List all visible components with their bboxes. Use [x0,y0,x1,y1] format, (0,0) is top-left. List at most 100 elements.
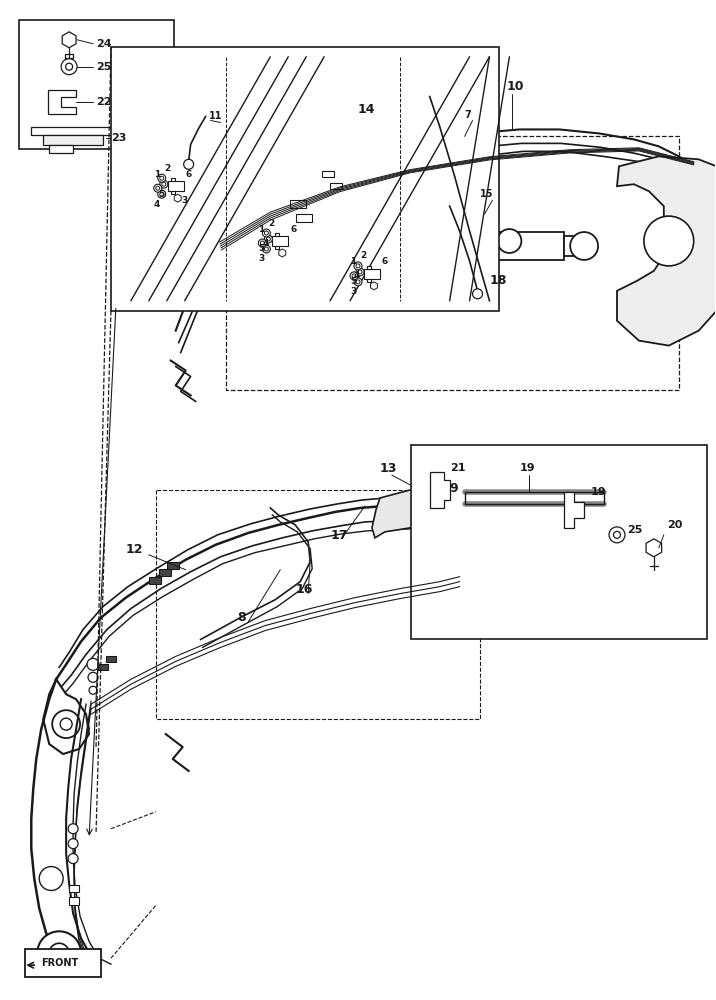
Circle shape [352,274,356,278]
Text: 22: 22 [96,97,112,107]
Bar [170,178,175,181]
Circle shape [68,824,78,834]
Circle shape [160,176,164,180]
Text: 6: 6 [185,170,192,179]
Circle shape [158,190,165,198]
Polygon shape [564,492,584,528]
Text: 25: 25 [627,525,642,535]
Bar [276,246,279,249]
Bar [490,232,564,260]
Circle shape [52,710,80,738]
Circle shape [68,854,78,864]
Text: 19: 19 [591,487,606,497]
Circle shape [154,184,162,192]
Bar [159,569,170,576]
Bar [367,279,371,282]
Bar [170,191,175,194]
Polygon shape [279,249,286,257]
Circle shape [160,192,164,196]
Circle shape [266,237,271,241]
Bar [106,656,116,662]
Bar [367,266,371,269]
Circle shape [473,289,483,299]
Circle shape [68,839,78,849]
Text: 4: 4 [154,200,160,209]
Text: 12: 12 [126,543,143,556]
Bar [19,20,174,149]
Bar [149,577,161,584]
Bar [285,216,307,224]
Text: 8: 8 [238,611,246,624]
Polygon shape [62,32,76,48]
Text: 18: 18 [490,274,507,287]
Circle shape [88,672,98,682]
Circle shape [356,264,360,268]
Text: FRONT: FRONT [42,958,79,968]
Text: 14: 14 [358,103,375,116]
Circle shape [354,262,362,270]
Text: 13: 13 [380,462,397,475]
Text: 24: 24 [96,39,112,49]
Circle shape [570,232,598,260]
Bar [167,562,179,569]
Circle shape [264,235,272,243]
Polygon shape [25,949,101,977]
Circle shape [419,494,450,526]
Text: 5: 5 [158,190,164,199]
Text: 6: 6 [382,257,388,266]
Circle shape [427,503,442,517]
Bar [364,269,380,279]
Text: 10: 10 [506,80,524,93]
Text: 20: 20 [667,520,682,530]
Text: 11: 11 [208,111,222,121]
Circle shape [156,186,160,190]
Circle shape [356,268,364,276]
Bar [272,236,289,246]
Circle shape [609,527,625,543]
Bar [276,233,279,236]
Circle shape [262,245,271,253]
Circle shape [498,229,521,253]
Circle shape [66,63,72,70]
Text: 9: 9 [450,482,458,495]
Circle shape [162,182,165,186]
Polygon shape [49,145,73,153]
Circle shape [89,686,97,694]
Text: 1: 1 [350,257,357,266]
Text: 4: 4 [262,239,268,248]
Circle shape [61,59,77,75]
Text: 21: 21 [450,463,465,473]
Text: 15: 15 [480,189,493,199]
Text: 3: 3 [350,287,357,296]
Circle shape [350,272,358,280]
Polygon shape [455,480,574,518]
Bar [32,127,116,135]
Circle shape [37,931,81,975]
Bar [69,885,79,892]
Circle shape [356,280,360,284]
Circle shape [160,180,168,188]
Circle shape [60,718,72,730]
Text: 4: 4 [354,271,360,280]
Polygon shape [48,90,76,114]
Circle shape [262,229,271,237]
Circle shape [39,867,63,890]
Text: 7: 7 [465,110,471,120]
Text: 19: 19 [519,463,535,473]
Polygon shape [174,194,181,202]
Polygon shape [43,679,89,754]
Polygon shape [646,539,662,557]
Circle shape [264,247,268,251]
Text: 16: 16 [295,583,313,596]
Circle shape [354,278,362,286]
Circle shape [258,239,266,247]
Text: 2: 2 [164,164,170,173]
Bar [111,47,500,311]
Bar [69,897,79,905]
Polygon shape [372,486,490,538]
Circle shape [184,159,193,169]
Text: 2: 2 [268,219,275,228]
Circle shape [614,531,621,538]
Bar [322,171,334,177]
Bar [168,181,184,191]
